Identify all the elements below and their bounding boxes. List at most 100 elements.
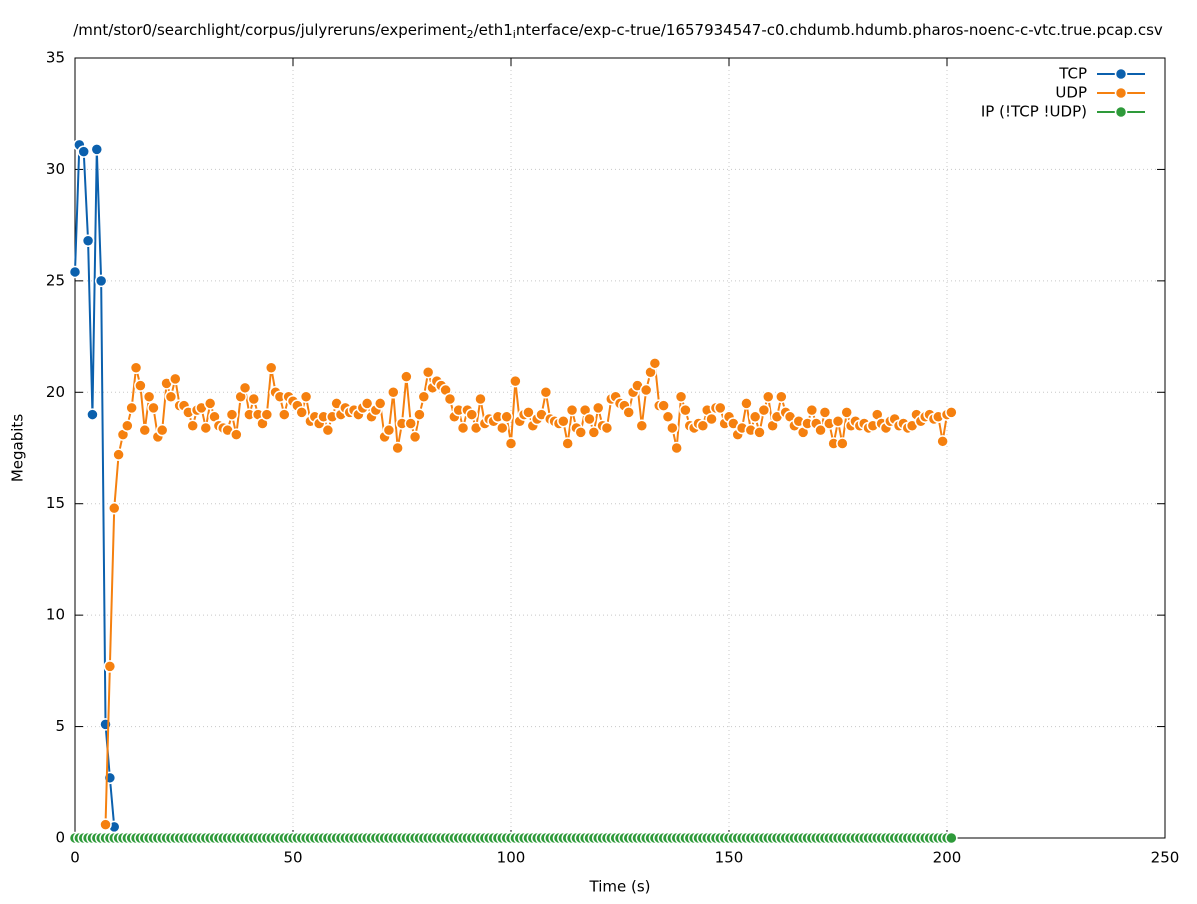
x-tick-label: 150 <box>715 849 744 867</box>
data-point <box>705 412 718 426</box>
data-point <box>77 145 90 158</box>
data-point <box>142 390 156 403</box>
data-point <box>757 403 771 417</box>
data-point <box>648 357 662 370</box>
y-tick-label: 10 <box>46 606 65 624</box>
x-tick-label: 0 <box>70 849 80 867</box>
data-point <box>225 408 239 421</box>
data-point <box>500 410 513 424</box>
data-point <box>748 410 762 424</box>
data-point <box>522 406 535 419</box>
legend-label: UDP <box>1055 84 1087 102</box>
data-point <box>147 401 160 415</box>
title-part: /eth1 <box>474 21 513 39</box>
data-point <box>496 421 509 435</box>
title-part: nterface/exp-c-true/1657934547-c0.chdumb… <box>516 21 1163 39</box>
data-point <box>635 419 649 432</box>
data-point <box>753 426 766 439</box>
data-point <box>591 401 605 415</box>
data-point <box>818 406 832 419</box>
data-point <box>138 423 152 437</box>
data-point <box>238 381 252 395</box>
data-point <box>557 415 570 428</box>
data-point <box>474 392 487 406</box>
data-point <box>714 401 727 415</box>
data-point <box>199 421 213 435</box>
data-point <box>99 818 112 831</box>
data-point <box>360 397 374 410</box>
data-point <box>387 386 400 399</box>
data-point <box>657 399 670 412</box>
data-point <box>247 392 261 406</box>
data-point <box>443 392 457 406</box>
data-point <box>230 428 243 441</box>
data-point <box>661 410 675 424</box>
data-point <box>121 419 134 432</box>
data-point <box>587 426 601 439</box>
data-point <box>696 419 710 432</box>
y-tick-label: 0 <box>55 829 65 847</box>
data-point <box>260 408 274 421</box>
data-point <box>831 415 845 428</box>
data-point <box>81 234 95 247</box>
data-point <box>504 437 518 450</box>
data-point <box>413 408 426 421</box>
chart-title: /mnt/stor0/searchlight/corpus/julyreruns… <box>73 21 1163 42</box>
title-part: i <box>513 28 516 41</box>
y-tick-label: 30 <box>46 160 65 178</box>
data-point <box>278 408 291 421</box>
data-point <box>465 408 479 421</box>
data-point <box>805 403 819 417</box>
y-tick-label: 5 <box>55 717 65 735</box>
data-point <box>129 361 143 375</box>
data-point <box>264 361 278 375</box>
legend-marker <box>1114 105 1128 119</box>
data-point <box>134 379 147 392</box>
y-tick-label: 35 <box>46 49 65 67</box>
title-part: /mnt/stor0/searchlight/corpus/julyreruns… <box>73 21 466 39</box>
legend-marker <box>1114 86 1128 100</box>
data-point <box>295 406 308 419</box>
data-point <box>761 390 775 403</box>
data-point <box>90 143 104 156</box>
data-point <box>622 406 635 419</box>
y-tick-label: 15 <box>46 494 65 512</box>
data-point <box>936 435 949 448</box>
data-point <box>600 421 614 435</box>
data-point <box>674 390 688 403</box>
data-point <box>382 423 396 437</box>
data-point <box>107 501 121 515</box>
data-point <box>186 419 199 432</box>
data-point <box>112 448 125 461</box>
data-point <box>945 406 958 419</box>
x-axis-label: Time (s) <box>589 878 651 896</box>
data-point <box>509 374 522 388</box>
data-point <box>814 423 827 437</box>
data-point <box>565 403 579 417</box>
data-point <box>840 406 853 419</box>
data-point <box>155 423 169 437</box>
data-point <box>421 365 435 379</box>
data-point <box>679 403 692 417</box>
data-point <box>68 265 82 279</box>
data-point <box>670 441 683 455</box>
title-part: 2 <box>467 28 474 41</box>
data-point <box>775 390 788 403</box>
legend-label: IP (!TCP !UDP) <box>981 103 1087 121</box>
data-point <box>169 372 182 386</box>
legend-marker <box>1114 67 1128 81</box>
data-point <box>400 370 413 383</box>
y-axis-label: Megabits <box>9 414 27 482</box>
data-point <box>299 390 313 403</box>
data-point <box>639 383 653 397</box>
data-point <box>583 412 596 426</box>
data-point <box>321 423 335 437</box>
x-tick-label: 200 <box>933 849 962 867</box>
data-point <box>456 421 470 435</box>
data-point <box>574 426 588 439</box>
x-tick-label: 250 <box>1151 849 1180 867</box>
data-point <box>203 397 217 410</box>
data-point <box>945 831 958 845</box>
